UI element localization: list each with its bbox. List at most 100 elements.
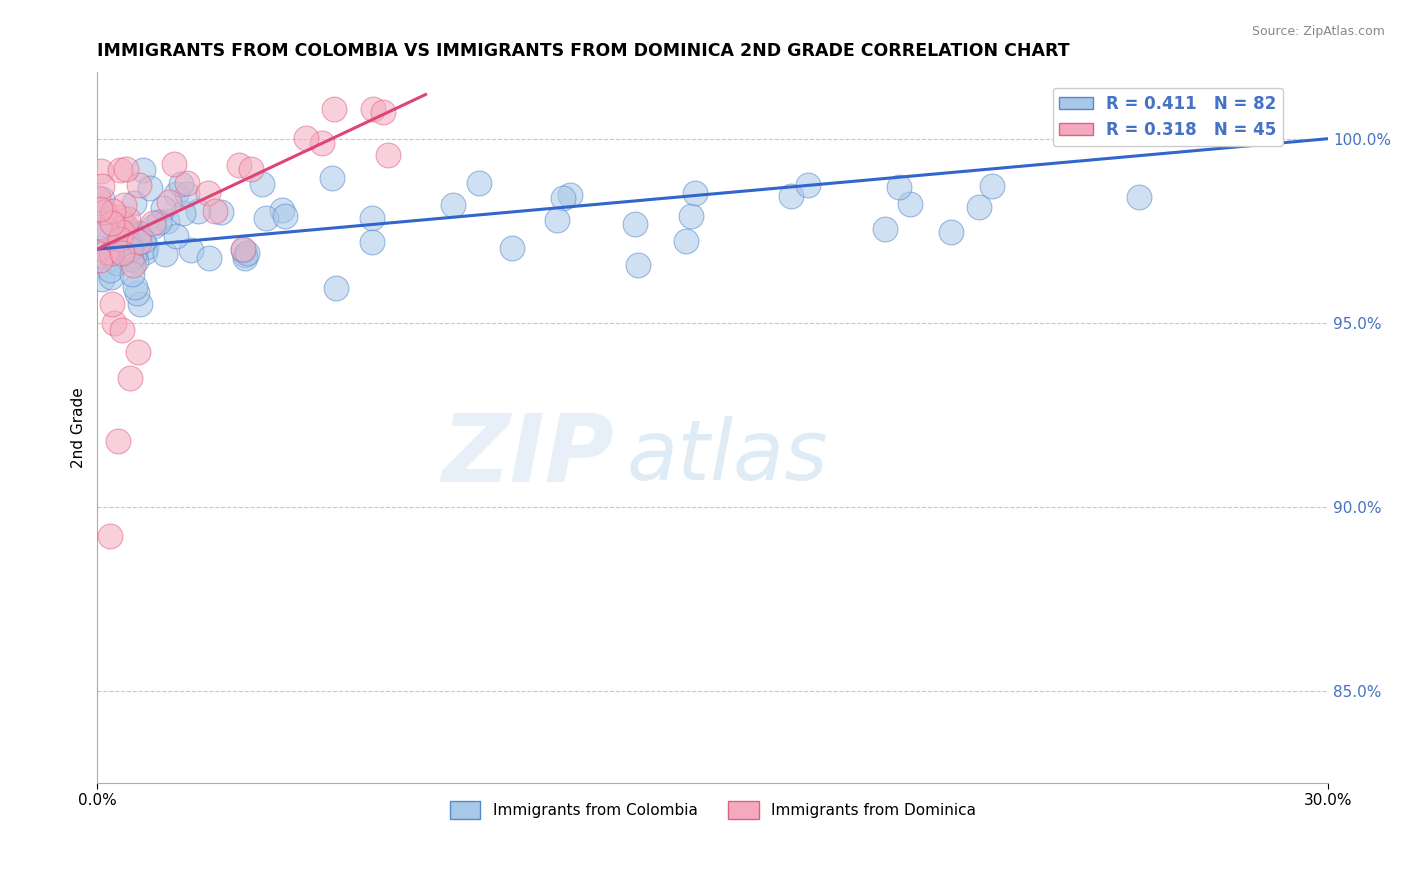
Text: atlas: atlas (627, 416, 828, 497)
Point (101, 216, 124, 230)
Point (323, 102, 346, 116)
Point (176, 186, 198, 201)
Point (94, 244, 117, 258)
Point (112, 198, 135, 212)
Point (120, 238, 142, 252)
Point (142, 219, 165, 233)
Point (120, 242, 142, 256)
Point (361, 211, 384, 225)
Point (1128, 190, 1150, 204)
Point (797, 178, 820, 192)
Point (108, 211, 131, 225)
Point (101, 251, 124, 265)
Point (311, 136, 333, 150)
Point (89, 202, 111, 216)
Point (98, 529, 121, 543)
Point (101, 203, 124, 218)
Y-axis label: 2nd Grade: 2nd Grade (72, 387, 86, 468)
Point (128, 235, 150, 249)
Point (89, 219, 111, 234)
Point (111, 225, 134, 239)
Point (89, 253, 111, 268)
Point (110, 235, 132, 249)
Point (114, 161, 136, 176)
Point (148, 215, 170, 229)
Point (441, 198, 464, 212)
Point (233, 252, 256, 266)
Point (111, 246, 134, 260)
Point (124, 248, 146, 262)
Point (325, 281, 347, 295)
Point (124, 195, 146, 210)
Point (120, 371, 142, 385)
Point (155, 247, 177, 261)
Point (156, 214, 179, 228)
Text: Source: ZipAtlas.com: Source: ZipAtlas.com (1251, 25, 1385, 38)
Point (361, 102, 384, 116)
Point (127, 286, 149, 301)
Point (553, 191, 575, 205)
Point (94, 244, 117, 259)
Point (112, 229, 135, 244)
Point (198, 251, 221, 265)
Point (250, 177, 273, 191)
Point (98, 262, 121, 277)
Point (108, 162, 131, 177)
Point (90, 272, 112, 286)
Point (233, 248, 256, 262)
Point (377, 148, 399, 162)
Point (887, 179, 910, 194)
Point (623, 218, 645, 232)
Point (239, 162, 262, 177)
Point (980, 178, 1002, 193)
Point (163, 157, 186, 171)
Point (270, 203, 292, 218)
Point (294, 130, 316, 145)
Point (157, 195, 180, 210)
Point (321, 171, 343, 186)
Point (232, 242, 254, 256)
Point (114, 223, 136, 237)
Point (93, 205, 115, 219)
Point (121, 267, 143, 281)
Point (274, 209, 297, 223)
Point (91, 178, 114, 193)
Point (129, 227, 152, 242)
Point (228, 158, 250, 172)
Point (165, 229, 187, 244)
Point (90, 164, 112, 178)
Point (105, 255, 128, 269)
Point (121, 259, 143, 273)
Point (204, 203, 226, 218)
Point (685, 186, 707, 200)
Point (361, 235, 384, 249)
Point (197, 186, 219, 201)
Point (108, 232, 131, 246)
Point (179, 243, 201, 257)
Point (115, 227, 138, 241)
Point (124, 279, 146, 293)
Point (679, 210, 702, 224)
Point (120, 252, 142, 266)
Point (134, 244, 156, 259)
Point (115, 226, 138, 240)
Point (91, 192, 114, 206)
Point (107, 434, 129, 448)
Point (235, 246, 257, 260)
Point (967, 200, 990, 214)
Point (107, 247, 129, 261)
Point (125, 254, 148, 268)
Point (96, 223, 118, 237)
Legend: Immigrants from Colombia, Immigrants from Dominica: Immigrants from Colombia, Immigrants fro… (444, 796, 981, 825)
Point (166, 187, 188, 202)
Point (558, 187, 581, 202)
Point (371, 105, 394, 120)
Point (898, 196, 921, 211)
Point (501, 241, 523, 255)
Point (87, 191, 110, 205)
Point (232, 244, 254, 258)
Point (132, 234, 155, 248)
Text: IMMIGRANTS FROM COLOMBIA VS IMMIGRANTS FROM DOMINICA 2ND GRADE CORRELATION CHART: IMMIGRANTS FROM COLOMBIA VS IMMIGRANTS F… (97, 42, 1070, 60)
Point (939, 225, 962, 239)
Point (100, 269, 122, 284)
